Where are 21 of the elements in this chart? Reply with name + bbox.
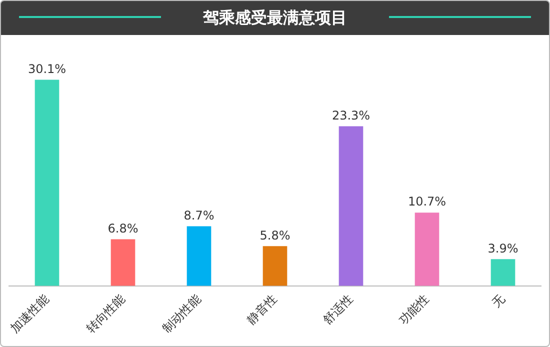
- x-tick-label: 舒适性: [320, 292, 356, 327]
- bar: [34, 80, 60, 286]
- bar: [490, 259, 516, 286]
- x-tick-label: 功能性: [396, 292, 432, 327]
- bar: [186, 226, 212, 286]
- x-tick-label: 加速性能: [8, 292, 52, 336]
- x-tick-label: 转向性能: [84, 292, 128, 336]
- data-label: 8.7%: [184, 208, 214, 222]
- data-label: 23.3%: [332, 108, 370, 122]
- data-label: 30.1%: [28, 62, 66, 76]
- bar: [414, 212, 440, 286]
- bar: [110, 239, 136, 286]
- data-label: 3.9%: [488, 241, 518, 256]
- data-label: 10.7%: [408, 194, 446, 209]
- data-label: 5.8%: [260, 228, 290, 242]
- data-label: 6.8%: [108, 221, 138, 236]
- x-tick-label: 静音性: [244, 292, 280, 327]
- x-tick-label: 制动性能: [160, 292, 204, 336]
- x-tick-label: 无: [489, 292, 508, 310]
- bar: [338, 126, 364, 286]
- bar: [262, 246, 288, 286]
